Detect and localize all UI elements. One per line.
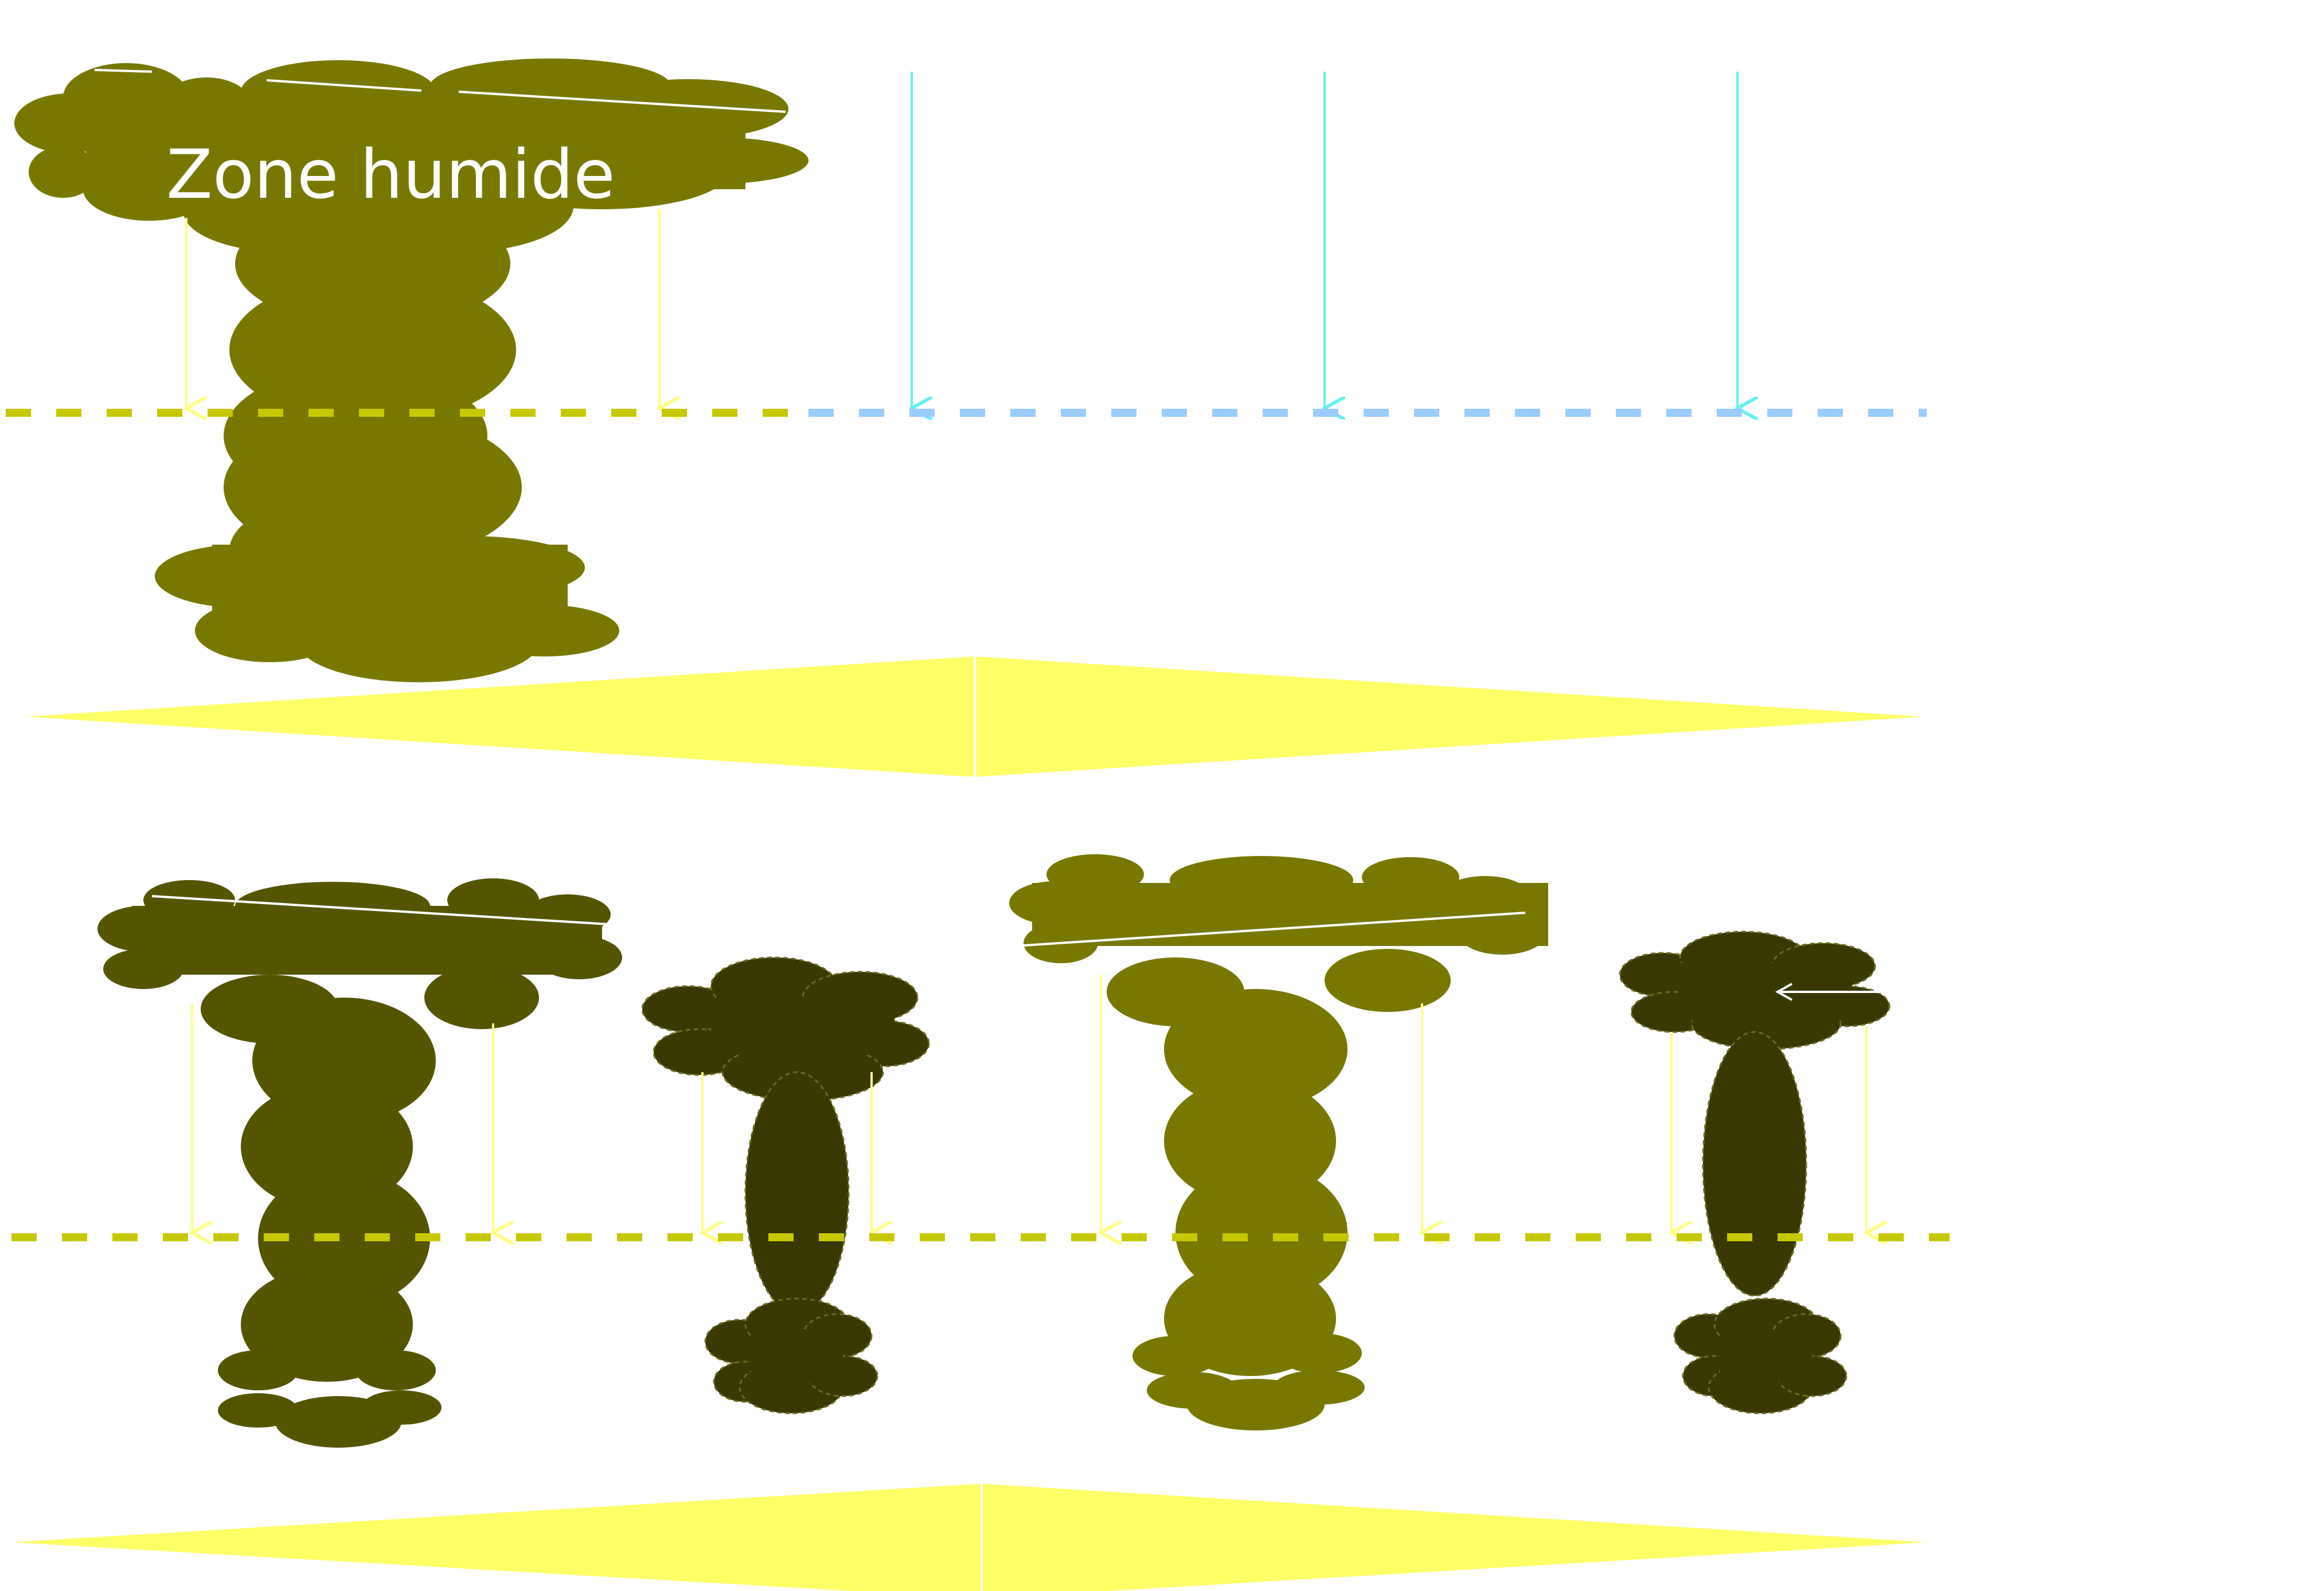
zone-humide-label: Zone humide [166, 135, 615, 214]
cloud-top-line [1014, 912, 1526, 947]
cloud-top-line [151, 895, 608, 925]
cumulus-cloud-dark-olive [97, 878, 622, 1448]
cloud-top-line-1 [94, 69, 153, 73]
bottom-panel [11, 854, 1950, 1591]
ground-plane [11, 1484, 1927, 1591]
cumulus-cloud-large [14, 58, 808, 682]
arrow-head-left-icon [1775, 983, 1792, 1001]
cumulus-cloud-very-dark-left [641, 956, 930, 1414]
cloud-top-line-2 [266, 79, 422, 92]
cumulus-cloud-very-dark-right [1619, 931, 1891, 1414]
cloud-top-line-3 [458, 91, 786, 113]
top-panel: Zone humide [6, 58, 1927, 777]
